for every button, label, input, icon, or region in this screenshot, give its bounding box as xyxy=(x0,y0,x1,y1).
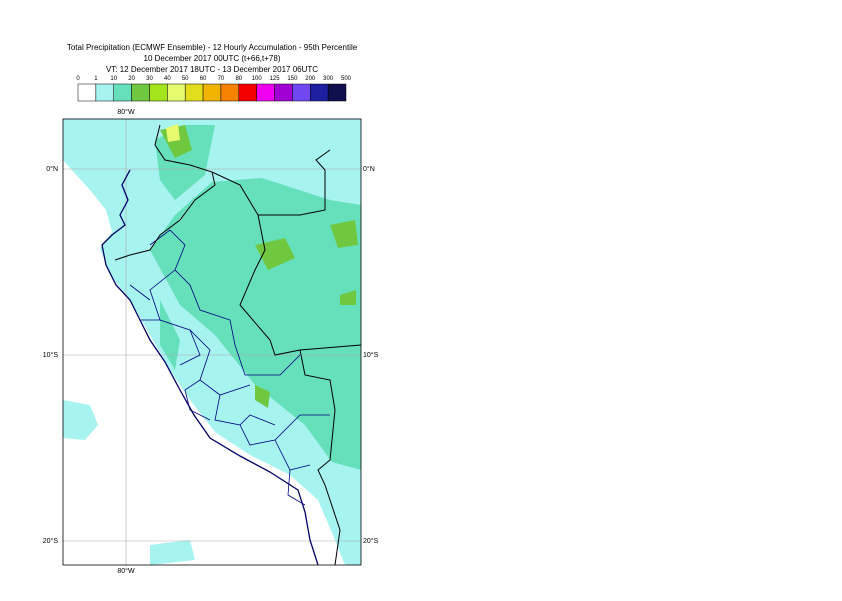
legend: 0 1 10 20 30 40 50 60 70 80 100 125 150 200 300 500 xyxy=(76,76,352,102)
legend-swatch xyxy=(95,83,114,102)
legend-swatch xyxy=(220,83,240,102)
legend-label: 30 xyxy=(146,76,153,82)
precip-area xyxy=(150,178,361,470)
coastline xyxy=(101,169,319,565)
legend-label: 200 xyxy=(305,76,316,82)
legend-label: 100 xyxy=(252,76,263,82)
legend-label: 300 xyxy=(323,76,334,82)
lat-label: 0°N xyxy=(363,165,375,173)
precip-area xyxy=(255,385,270,408)
precip-area xyxy=(330,220,358,248)
precip-area xyxy=(63,400,98,440)
map-area xyxy=(63,119,361,565)
legend-label: 10 xyxy=(110,76,117,82)
legend-swatch xyxy=(167,83,186,102)
legend-label: 60 xyxy=(200,76,207,82)
title-block: Total Precipitation (ECMWF Ensemble) - 1… xyxy=(67,43,358,74)
lon-label: 80°W xyxy=(117,567,135,575)
legend-swatch xyxy=(184,83,204,102)
legend-swatch xyxy=(113,83,132,102)
legend-swatch xyxy=(310,83,329,102)
legend-swatch xyxy=(256,83,275,102)
legend-label: 70 xyxy=(218,76,225,82)
title: Total Precipitation (ECMWF Ensemble) - 1… xyxy=(67,43,358,52)
precip-area xyxy=(255,238,295,270)
legend-label: 125 xyxy=(270,76,281,82)
lat-label: 10°S xyxy=(43,351,59,359)
lat-label: 0°N xyxy=(46,165,58,173)
legend-swatch xyxy=(77,83,97,102)
legend-swatch xyxy=(131,83,150,102)
precip-area xyxy=(150,540,195,565)
legend-swatch xyxy=(274,83,293,102)
legend-label: 50 xyxy=(182,76,189,82)
legend-label: 150 xyxy=(287,76,298,82)
base-time: 10 December 2017 00UTC (t+66,t+78) xyxy=(144,54,281,63)
legend-label: 20 xyxy=(128,76,135,82)
legend-swatch xyxy=(238,83,257,102)
legend-swatch xyxy=(202,83,222,102)
legend-label: 80 xyxy=(235,76,242,82)
lon-label: 80°W xyxy=(117,108,135,116)
precip-area xyxy=(340,290,356,305)
legend-swatch xyxy=(149,83,168,102)
legend-swatch xyxy=(327,83,347,102)
lat-label: 20°S xyxy=(363,537,379,545)
legend-label: 500 xyxy=(341,76,352,82)
country-borders xyxy=(114,124,361,565)
legend-label: 0 xyxy=(76,76,80,82)
lat-label: 10°S xyxy=(363,351,379,359)
legend-swatch xyxy=(292,83,311,102)
region-borders xyxy=(129,229,330,506)
precip-area xyxy=(160,300,180,370)
lat-label: 20°S xyxy=(43,537,59,545)
precip-area xyxy=(166,124,180,142)
legend-label: 1 xyxy=(94,76,98,82)
valid-time: VT: 12 December 2017 18UTC - 13 December… xyxy=(106,65,318,74)
map-frame xyxy=(62,118,362,566)
legend-label: 40 xyxy=(164,76,171,82)
